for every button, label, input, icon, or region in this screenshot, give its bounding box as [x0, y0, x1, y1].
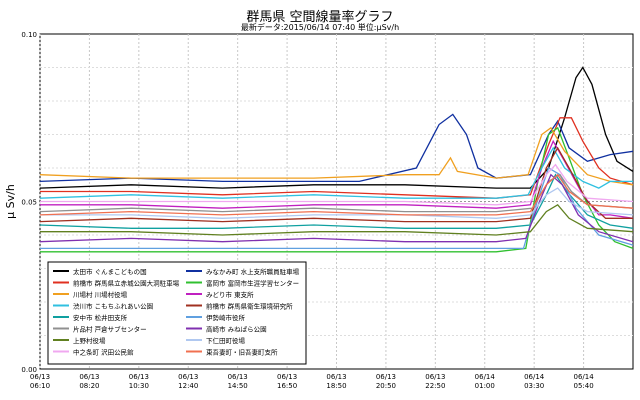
series-line-11 — [39, 173, 634, 243]
x-tick-label-time: 06:10 — [30, 382, 50, 390]
series-line-5 — [40, 139, 634, 219]
legend-label: 富岡市 富岡市生涯学習センター — [206, 279, 299, 288]
x-tick-label-time: 01:00 — [475, 382, 495, 390]
legend-label: 伊勢崎市役所 — [206, 313, 246, 322]
x-tick-label-date: 06/13 — [425, 373, 445, 381]
x-tick-label-date: 06/14 — [524, 373, 545, 381]
x-tick-label-date: 06/13 — [228, 373, 248, 381]
series-line-9 — [40, 167, 634, 250]
x-tick-label-date: 06/14 — [573, 373, 594, 381]
legend-label: 高崎市 みねぱら公園 — [206, 325, 267, 334]
legend-label: 安中市 松井田支所 — [73, 313, 128, 322]
x-tick-label-time: 05:40 — [573, 382, 593, 390]
x-tick-label-time: 08:20 — [79, 382, 99, 390]
series-line-13 — [40, 187, 634, 219]
series-line-7 — [39, 146, 633, 223]
series-line-4 — [39, 126, 634, 186]
x-tick-label-time: 03:30 — [524, 382, 544, 390]
series-line-14 — [40, 163, 634, 206]
x-tick-label-time: 20:50 — [376, 382, 396, 390]
series-line-2 — [40, 117, 634, 199]
legend-label: みなかみ町 水上支所職員駐車場 — [206, 267, 300, 276]
y-tick-label: 0.00 — [21, 366, 37, 374]
legend-label: 前橋市 群馬県衛生環境研究所 — [206, 302, 293, 311]
legend-label: 太田市 ぐんまこどもの国 — [73, 267, 147, 276]
x-tick-label-time: 22:50 — [425, 382, 445, 390]
legend-box — [47, 261, 307, 365]
legend-label: 前橋市 群馬県立赤城公園大洞駐車場 — [73, 279, 180, 288]
x-tick-label-date: 06/13 — [178, 373, 198, 381]
series-line-10 — [39, 173, 634, 213]
y-tick-label: 0.10 — [21, 31, 37, 39]
x-tick-label-time: 12:40 — [178, 382, 198, 390]
legend-label: 下仁田町役場 — [206, 336, 246, 345]
legend-label: 片品村 戸倉サブセンター — [73, 325, 147, 334]
x-tick-label-date: 06/13 — [30, 373, 50, 381]
chart-subtitle: 最新データ:2015/06/14 07:40 単位:μSv/h — [240, 23, 400, 32]
series-line-15 — [39, 173, 634, 216]
x-tick-label-date: 06/14 — [475, 373, 496, 381]
y-tick-label: 0.05 — [21, 199, 37, 207]
series-line-12 — [40, 203, 634, 236]
legend-label: みどり市 東支所 — [206, 290, 254, 299]
legend-label: 上野村役場 — [73, 336, 106, 345]
chart-title: 群馬県 空間線量率グラフ — [246, 10, 394, 25]
series-line-1 — [39, 113, 634, 183]
x-tick-label-date: 06/13 — [277, 373, 297, 381]
x-tick-label-date: 06/13 — [129, 373, 149, 381]
x-tick-label-date: 06/13 — [376, 373, 396, 381]
x-tick-label-time: 14:50 — [228, 382, 248, 390]
legend-label: 東吾妻町・旧吾妻町支所 — [206, 348, 278, 357]
x-tick-label-time: 18:50 — [326, 382, 346, 390]
x-tick-label-date: 06/13 — [79, 373, 99, 381]
series-line-6 — [39, 146, 633, 199]
legend-label: 川場村 川場村役場 — [73, 290, 128, 299]
legend-label: 渋川市 こもちふれあい公園 — [73, 302, 153, 311]
x-tick-label-date: 06/13 — [326, 373, 346, 381]
x-tick-label-time: 16:50 — [277, 382, 297, 390]
x-tick-label-time: 10:30 — [129, 382, 149, 390]
legend-label: 中之条町 沢田公民館 — [73, 348, 134, 357]
y-axis-label: μ Sv/h — [4, 184, 17, 219]
